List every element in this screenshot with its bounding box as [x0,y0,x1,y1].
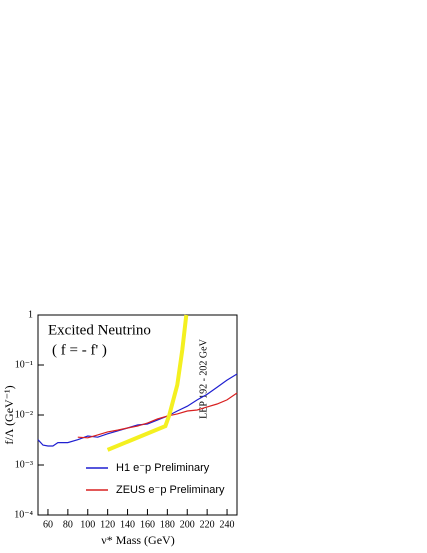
limit-band [106,314,189,452]
x-tick-label: 200 [180,519,195,530]
x-tick-label: 140 [120,519,135,530]
x-tick-label: 100 [80,519,95,530]
x-axis-label: ν* Mass (GeV) [101,533,174,547]
y-tick-label: 10⁻⁴ [14,509,33,520]
annotation: Excited Neutrino [48,322,151,338]
legend-label: ZEUS e⁻p Preliminary [116,484,225,496]
x-tick-label: 160 [140,519,155,530]
x-tick-label: 180 [160,519,175,530]
x-tick-label: 60 [43,519,53,530]
series-line [77,392,238,439]
y-tick-label: 1 [28,309,33,320]
annotation: LEP 192 - 202 GeV [198,338,209,418]
y-tick-label: 10⁻³ [15,459,33,470]
legend-label: H1 e⁻p Preliminary [116,462,210,474]
y-tick-label: 10⁻¹ [15,359,33,370]
y-tick-label: 10⁻² [15,409,33,420]
annotation: ( f = - f' ) [52,342,107,358]
y-axis-label: f/Λ (GeV⁻¹) [2,385,16,444]
x-tick-label: 240 [220,519,235,530]
x-tick-label: 80 [63,519,73,530]
x-tick-label: 120 [100,519,115,530]
x-tick-label: 220 [200,519,215,530]
